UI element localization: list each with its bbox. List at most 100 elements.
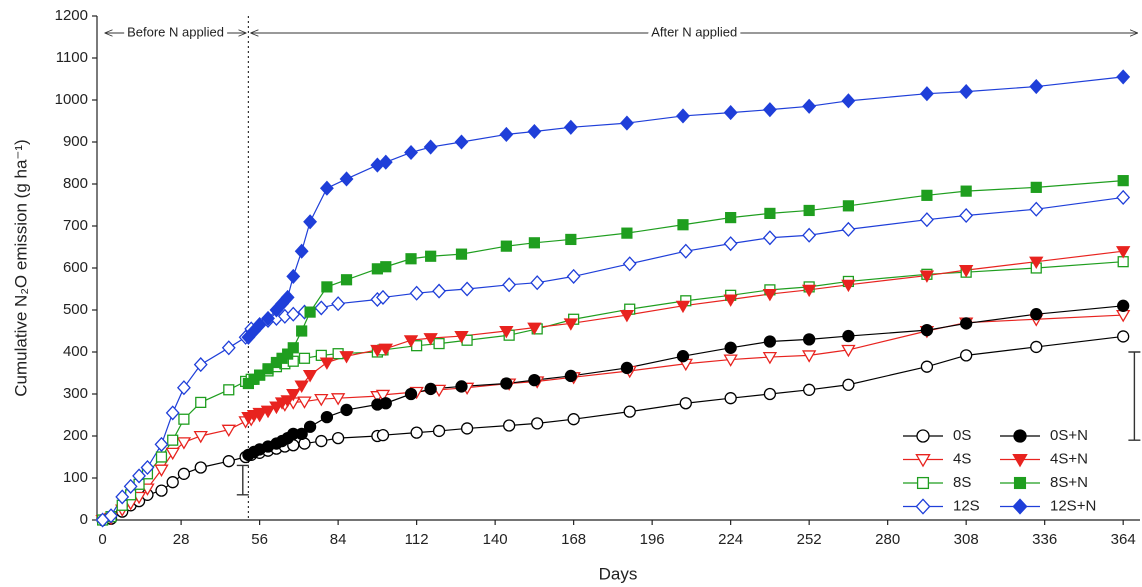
data-point: [499, 126, 514, 143]
annotation-text: Before N applied: [127, 24, 224, 39]
data-point: [563, 318, 579, 331]
data-point: [802, 227, 817, 243]
data-point: [339, 171, 354, 187]
data-point: [564, 369, 577, 383]
data-point: [315, 349, 327, 361]
data-point: [165, 447, 180, 461]
data-point: [340, 403, 353, 417]
y-tick-label: 100: [63, 469, 88, 486]
data-point: [303, 420, 317, 433]
data-point: [762, 351, 778, 365]
data-point: [193, 357, 208, 373]
data-point: [331, 431, 345, 445]
x-tick-label: 112: [405, 531, 429, 548]
x-tick-label: 140: [483, 531, 508, 548]
data-point: [222, 455, 235, 468]
data-point: [803, 204, 815, 217]
data-point: [920, 324, 934, 337]
data-point: [320, 410, 334, 424]
legend-marker: [916, 476, 930, 490]
data-point: [567, 413, 580, 426]
data-point: [195, 396, 207, 409]
data-point: [528, 373, 541, 387]
data-point: [920, 360, 934, 373]
data-point: [178, 413, 190, 425]
data-point: [404, 387, 418, 401]
data-point: [1116, 69, 1131, 85]
data-point: [921, 189, 933, 201]
data-point: [1117, 175, 1129, 187]
data-point: [530, 275, 545, 291]
x-tick-label: 252: [797, 531, 822, 548]
x-tick-label: 336: [1032, 531, 1057, 548]
legend-label: 0S: [953, 427, 971, 444]
legend-marker: [915, 498, 931, 515]
data-point: [223, 384, 235, 396]
data-point: [460, 281, 475, 297]
data-point: [423, 333, 438, 346]
data-point: [762, 230, 777, 246]
data-point: [221, 424, 236, 438]
data-point: [842, 378, 855, 391]
data-point: [679, 397, 692, 410]
data-point: [763, 387, 777, 401]
data-point: [314, 393, 329, 407]
data-point: [379, 397, 392, 410]
data-point: [621, 227, 633, 239]
data-point: [959, 207, 974, 224]
data-point: [252, 407, 267, 421]
data-point: [1029, 256, 1044, 270]
data-point: [330, 393, 346, 406]
data-point: [287, 342, 299, 354]
data-point: [503, 419, 516, 432]
data-point: [177, 467, 191, 480]
data-point: [619, 309, 635, 323]
y-tick-label: 900: [63, 133, 88, 150]
data-point: [842, 200, 855, 212]
data-point: [566, 268, 581, 284]
data-point: [286, 268, 301, 284]
data-point: [724, 392, 737, 405]
y-tick-label: 600: [63, 259, 88, 276]
data-point: [297, 396, 312, 409]
data-point: [280, 289, 295, 305]
data-point: [193, 430, 208, 444]
data-point: [620, 361, 634, 375]
data-point: [1030, 308, 1043, 321]
data-point: [295, 427, 308, 441]
x-tick-label: 308: [954, 531, 979, 548]
data-point: [841, 279, 856, 293]
data-point: [380, 261, 392, 273]
error-bar: [1128, 351, 1141, 441]
data-point: [623, 405, 636, 418]
data-point: [565, 233, 577, 246]
data-point: [801, 284, 817, 298]
data-point: [303, 214, 318, 230]
data-point: [958, 265, 974, 278]
legend-marker: [1013, 429, 1027, 443]
data-point: [841, 93, 856, 109]
data-point: [140, 459, 155, 476]
data-point: [286, 306, 301, 322]
data-point: [1029, 201, 1044, 217]
error-bar: [236, 464, 249, 496]
data-point: [376, 429, 390, 442]
data-point: [960, 185, 972, 197]
data-point: [762, 288, 778, 302]
data-point: [260, 405, 276, 419]
x-tick-label: 168: [561, 531, 586, 548]
data-point: [460, 422, 474, 435]
legend-label: 4S+N: [1050, 450, 1088, 467]
data-point: [302, 370, 318, 383]
y-tick-label: 200: [63, 427, 88, 444]
data-point: [1116, 189, 1131, 206]
data-point: [280, 395, 295, 408]
data-point: [340, 274, 353, 286]
data-point: [104, 508, 118, 524]
data-point: [919, 212, 934, 228]
x-tick-label: 364: [1111, 531, 1136, 548]
data-point: [221, 340, 236, 356]
data-point: [959, 84, 974, 100]
x-tick-label: 0: [98, 531, 106, 548]
